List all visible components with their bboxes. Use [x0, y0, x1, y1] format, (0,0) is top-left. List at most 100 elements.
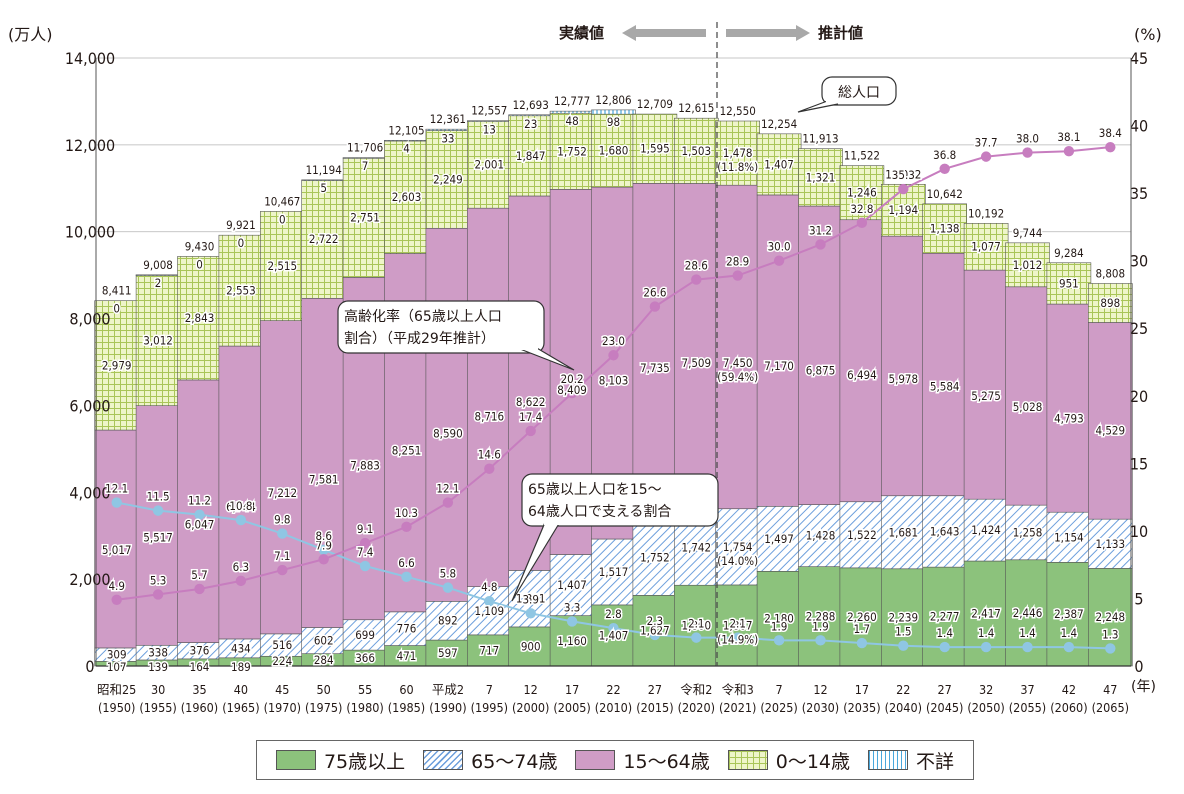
label-65-74: 776 [397, 622, 417, 636]
support-ratio-point [566, 616, 578, 627]
label-15-64: 6,494 [847, 368, 877, 382]
x-tick-year-label: (1975) [305, 700, 342, 715]
support-ratio-point [732, 632, 743, 643]
bar-segment-15-64 [94, 429, 139, 649]
aging-rate-point [898, 183, 909, 195]
aging-rate-text-1: 高齢化率（65歳以上人口 [344, 308, 502, 325]
support-ratio-point [111, 497, 122, 508]
support-ratio-point [980, 641, 992, 653]
aging-rate-value: 6.3 [233, 560, 249, 574]
x-tick-era-label: 37 [1020, 682, 1034, 697]
bar-segment-0-14 [342, 157, 388, 278]
label-total: 9,921 [226, 218, 256, 232]
aging-rate-value: 37.7 [975, 136, 998, 150]
label-65-74: 1,258 [1013, 525, 1043, 539]
bar-segment-0-14 [798, 148, 843, 207]
label-65-74: 699 [355, 628, 375, 642]
x-tick-year-label: (2000) [512, 700, 549, 715]
bar-segment-75-plus [715, 584, 761, 667]
legend-label-0-14: 0～14歳 [775, 750, 850, 773]
label-75-plus: 2,288 [806, 609, 836, 623]
aging-rate-point [1105, 141, 1116, 153]
support-ratio-value: 1.5 [895, 625, 911, 639]
label-15-64: 8,716 [474, 409, 504, 423]
label-65-74: 602 [314, 634, 334, 648]
pct-old-old-2021: (14.9%) [717, 632, 758, 646]
support-ratio-value: 1.4 [936, 626, 952, 640]
label-unknown: 0 [238, 236, 245, 250]
y-right-tick-label: 25 [1130, 319, 1148, 338]
bar-segment-75-plus [425, 639, 471, 667]
support-ratio-point [898, 640, 909, 651]
bar-segment-15-64 [1088, 322, 1133, 520]
label-unknown: 2 [155, 276, 162, 290]
label-75-plus: 224 [272, 654, 292, 668]
label-unknown: 48 [566, 114, 579, 128]
label-total: 12,254 [761, 117, 797, 131]
label-total: 9,744 [1013, 226, 1043, 240]
right-axis-unit: (%) [1134, 25, 1162, 44]
support-ratio-point [939, 641, 950, 653]
aging-rate-callout: 高齢化率（65歳以上人口 割合）（平成29年推計） [337, 300, 575, 371]
aging-rate-value: 23.0 [602, 334, 625, 348]
label-total: 12,693 [513, 98, 549, 112]
bar-segment-unknown [508, 114, 554, 117]
legend-item-unknown: 不詳 [867, 747, 954, 774]
total-population-text: 総人口 [838, 85, 880, 101]
aging-rate-value: 10.3 [395, 506, 418, 520]
x-tick-year-label: (1990) [429, 700, 466, 715]
bar-segment-15-64 [922, 252, 968, 497]
x-tick-year-label: (2035) [843, 700, 880, 715]
legend-item-0-14: 0～14歳 [727, 747, 850, 774]
bar-segment-unknown [591, 109, 636, 115]
label-65-74: 516 [272, 638, 292, 652]
pct-working-2021: (59.4%) [717, 370, 758, 384]
label-15-64: 7,212 [267, 486, 297, 500]
label-total: 12,709 [637, 97, 673, 111]
aging-rate-point [111, 594, 122, 605]
label-15-64: 7,170 [764, 359, 794, 373]
legend-swatch-0-14 [727, 750, 768, 770]
y-left-tick-label: 10,000 [65, 223, 115, 242]
support-ratio-point [856, 637, 868, 649]
support-ratio-value: 4.8 [481, 580, 497, 594]
support-ratio-point [649, 629, 661, 641]
label-unknown: 98 [607, 115, 620, 129]
label-75-plus: 900 [521, 639, 541, 653]
label-0-14: 2,515 [267, 259, 297, 273]
bar-segment-0-14 [922, 203, 968, 254]
y-right-tick-label: 30 [1130, 252, 1148, 271]
label-75-plus: 2,239 [888, 610, 918, 624]
bar-segment-65-74 [549, 554, 595, 616]
support-ratio-point [442, 582, 454, 593]
bar-segment-65-74 [756, 506, 802, 572]
label-unknown: 5 [320, 181, 327, 195]
label-total: 12,361 [430, 112, 466, 126]
label-total: 12,550 [720, 104, 756, 118]
label-15-64: 5,584 [930, 380, 960, 394]
label-65-74: 1,109 [474, 604, 504, 618]
legend-label-65-74: 65～74歳 [471, 750, 558, 773]
aging-rate-value: 28.9 [726, 255, 749, 269]
legend-item-65-74: 65～74歳 [423, 747, 557, 774]
y-left-tick-label: 0 [85, 657, 94, 676]
label-0-14: 2,603 [392, 190, 422, 204]
label-0-14: 898 [1100, 296, 1120, 310]
bar-segment-15-64 [218, 345, 264, 640]
x-tick-era-label: 7 [776, 682, 783, 697]
support-ratio-point [1022, 641, 1033, 653]
label-0-14: 1,321 [806, 170, 836, 184]
bar-segment-15-64 [259, 320, 305, 635]
x-tick-year-label: (2025) [760, 700, 797, 715]
support-ratio-point [815, 635, 826, 646]
label-65-74: 1,754 [723, 540, 753, 554]
support-ratio-point [1105, 643, 1116, 654]
label-unknown: 33 [441, 132, 454, 146]
x-tick-era-label: 17 [565, 682, 579, 697]
label-65-74: 1,752 [640, 550, 670, 564]
aging-rate-point [1063, 146, 1075, 157]
bar-segment-0-14 [1046, 262, 1092, 305]
legend-label-unknown: 不詳 [915, 750, 954, 773]
label-75-plus: 139 [148, 660, 168, 674]
label-75-plus: 471 [397, 649, 417, 663]
